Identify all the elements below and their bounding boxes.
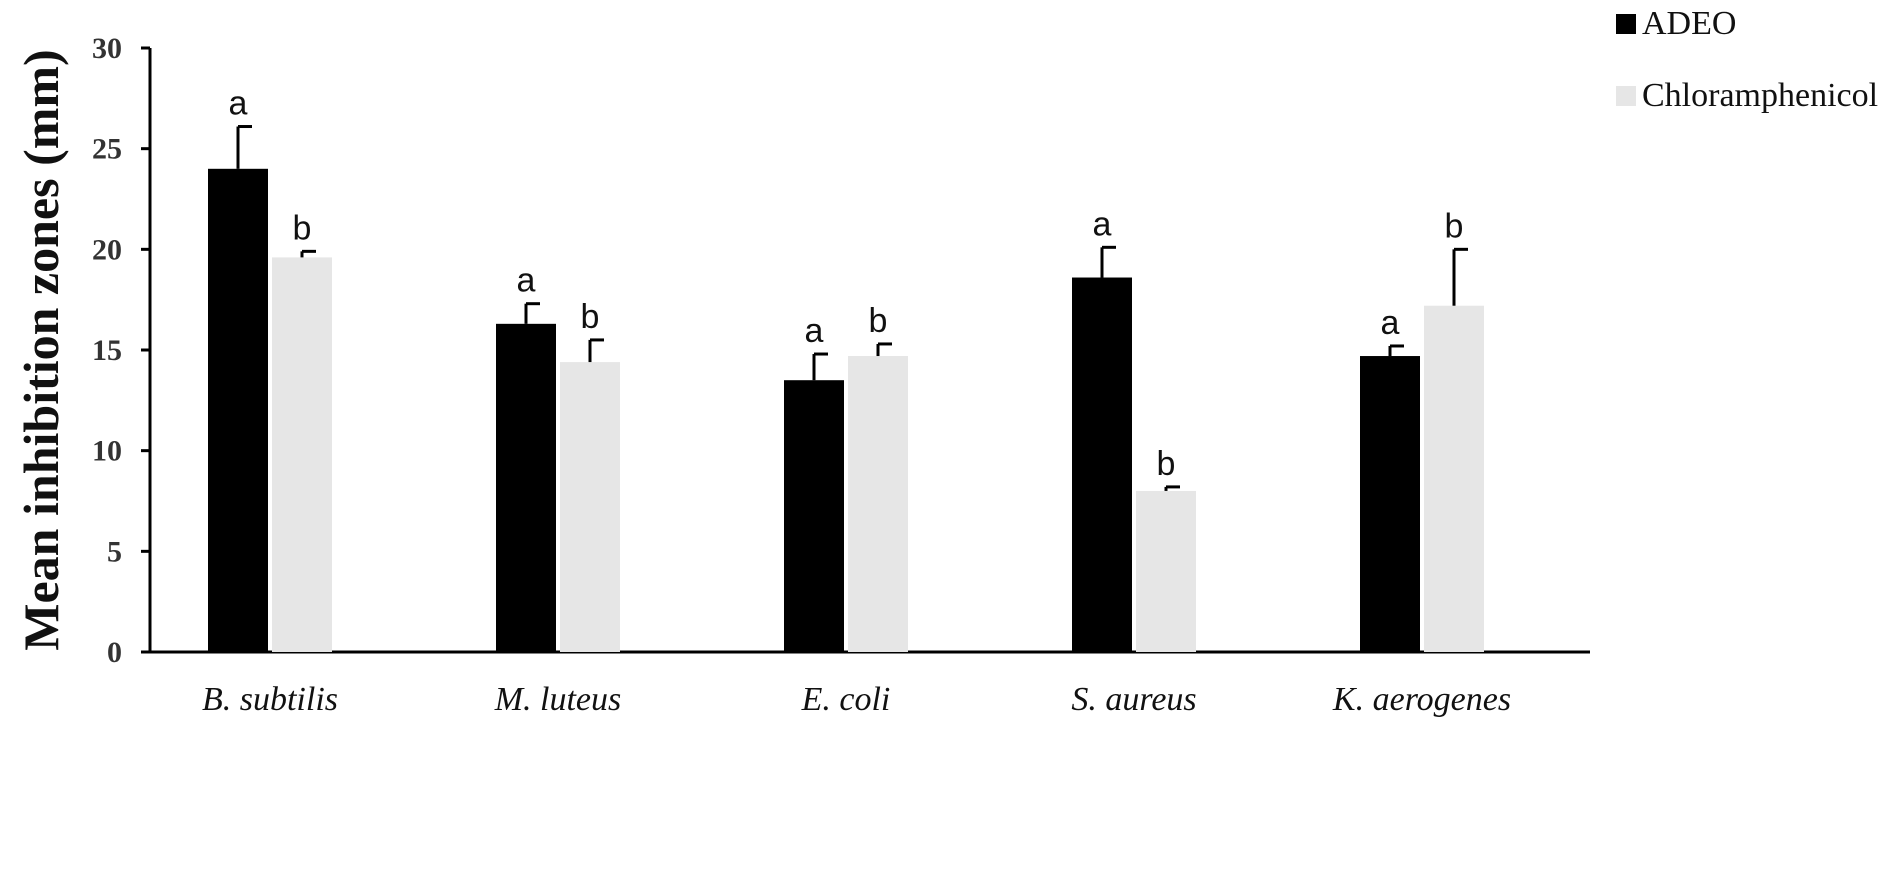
y-tick-label: 0 [107,636,122,669]
x-tick-label: K. aerogenes [1332,681,1511,718]
bar-adeo-3 [1072,277,1132,652]
y-axis: 0 5 10 15 20 25 30 [92,32,152,669]
x-tick-label: S. aureus [1071,681,1196,718]
significance-label: a [1381,304,1400,342]
legend-label: Chloramphenicol [1642,77,1878,114]
significance-label: a [1093,205,1112,243]
y-tick-label: 15 [92,334,122,367]
y-tick-label: 5 [107,535,122,568]
bar-chloramphenicol-0 [272,257,332,652]
y-tick-label: 20 [92,233,122,266]
bar-chloramphenicol-1 [560,362,620,652]
bars: a b a b a b a b a b [208,85,1484,653]
bar-adeo-4 [1360,356,1420,652]
significance-label: a [229,85,248,123]
bar-adeo-1 [496,323,556,652]
bar-chloramphenicol-4 [1424,305,1484,652]
x-tick-label: M. luteus [494,681,622,718]
legend-swatch [1616,14,1636,34]
bar-chloramphenicol-2 [848,356,908,652]
y-axis-label: Mean inhibition zones (mm) [13,49,69,650]
significance-label: b [1157,445,1176,483]
bar-chloramphenicol-3 [1136,490,1196,652]
significance-label: b [869,302,888,340]
bar-adeo-0 [208,168,268,653]
significance-label: b [581,298,600,336]
y-tick-label: 30 [92,32,122,65]
significance-label: a [805,312,824,350]
significance-label: a [517,262,536,300]
significance-label: b [1445,207,1464,245]
x-tick-label: B. subtilis [202,681,338,718]
bar-adeo-2 [784,380,844,652]
y-tick-label: 25 [92,133,122,166]
legend: ADEO Chloramphenicol [1616,5,1878,114]
x-axis: B. subtilis M. luteus E. coli S. aureus K. a… [150,650,1590,718]
legend-swatch [1616,86,1636,106]
x-tick-label: E. coli [801,681,891,718]
y-tick-label: 10 [92,435,122,468]
legend-label: ADEO [1642,5,1736,42]
significance-label: b [293,209,312,247]
